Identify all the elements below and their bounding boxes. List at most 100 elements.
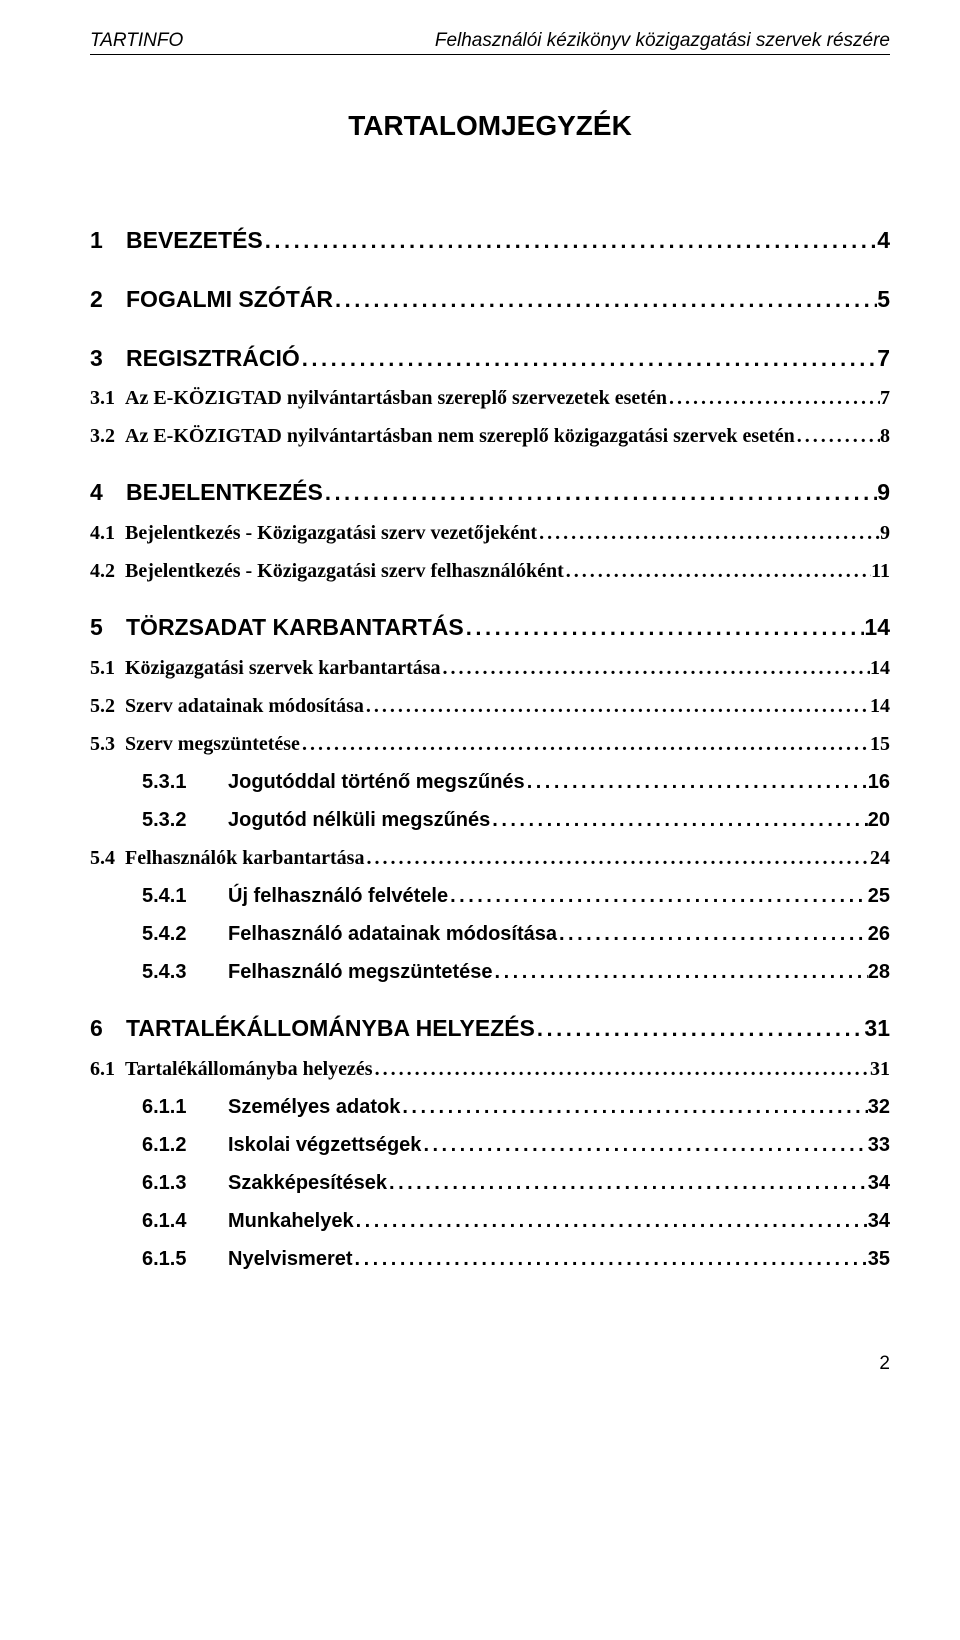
toc-entry-page: 8	[880, 420, 890, 452]
toc-entry-page: 33	[868, 1129, 890, 1161]
toc-entry-number: 4	[90, 474, 126, 511]
toc-entry-page: 11	[871, 555, 890, 587]
toc-entry: 6.1.5 Nyelvismeret......................…	[90, 1243, 890, 1275]
toc-entry: 5.4 Felhasználók karbantartása..........…	[90, 842, 890, 874]
toc-entry: 4.2 Bejelentkezés - Közigazgatási szerv …	[90, 555, 890, 587]
toc-entry-title: Szakképesítések	[228, 1167, 387, 1199]
toc-entry-page: 26	[868, 918, 890, 950]
toc-leader-dots: ........................................…	[490, 804, 867, 836]
toc-entry-title: Az E-KÖZIGTAD nyilvántartásban szereplő …	[125, 382, 667, 414]
table-of-contents: 1 BEVEZETÉS.............................…	[90, 222, 890, 1275]
header-right: Felhasználói kézikönyv közigazgatási sze…	[435, 30, 890, 52]
toc-entry-title: Az E-KÖZIGTAD nyilvántartásban nem szere…	[125, 420, 795, 452]
toc-entry-number: 5.4.2	[142, 918, 228, 950]
toc-entry-number: 5.3.1	[142, 766, 228, 798]
toc-entry-number: 2	[90, 281, 126, 318]
page-header: TARTINFO Felhasználói kézikönyv közigazg…	[90, 30, 890, 55]
toc-entry-number: 3.2	[90, 420, 125, 452]
toc-leader-dots: ........................................…	[493, 956, 868, 988]
toc-entry-title: Szerv adatainak módosítása	[125, 690, 364, 722]
toc-entry: 6.1.2 Iskolai végzettségek..............…	[90, 1129, 890, 1161]
toc-leader-dots: ........................................…	[421, 1129, 867, 1161]
toc-entry-number: 6.1	[90, 1053, 125, 1085]
toc-leader-dots: ........................................…	[353, 1243, 868, 1275]
toc-entry-number: 5.3	[90, 728, 125, 760]
toc-leader-dots: ........................................…	[441, 652, 870, 684]
header-left: TARTINFO	[90, 30, 183, 52]
toc-entry-number: 6.1.1	[142, 1091, 228, 1123]
toc-entry-page: 7	[880, 382, 890, 414]
toc-entry-page: 20	[868, 804, 890, 836]
toc-entry-page: 24	[870, 842, 890, 874]
toc-entry-number: 5.4.1	[142, 880, 228, 912]
toc-entry: 6.1 Tartalékállományba helyezés.........…	[90, 1053, 890, 1085]
toc-leader-dots: ........................................…	[400, 1091, 867, 1123]
toc-leader-dots: ........................................…	[525, 766, 868, 798]
toc-leader-dots: ........................................…	[387, 1167, 868, 1199]
toc-entry-number: 5	[90, 609, 126, 646]
toc-entry-title: TÖRZSADAT KARBANTARTÁS	[126, 609, 464, 646]
toc-entry-page: 9	[877, 474, 890, 511]
page-number: 2	[90, 1353, 890, 1375]
toc-entry-page: 32	[868, 1091, 890, 1123]
toc-entry-number: 6.1.5	[142, 1243, 228, 1275]
toc-entry: 5.3.1 Jogutóddal történő megszűnés......…	[90, 766, 890, 798]
toc-entry-title: Jogutóddal történő megszűnés	[228, 766, 525, 798]
toc-leader-dots: ........................................…	[795, 420, 880, 452]
toc-entry: 6.1.1 Személyes adatok..................…	[90, 1091, 890, 1123]
toc-entry-number: 1	[90, 222, 126, 259]
toc-entry: 2 FOGALMI SZÓTÁR........................…	[90, 281, 890, 318]
toc-entry-title: Tartalékállományba helyezés	[125, 1053, 373, 1085]
toc-entry-page: 7	[877, 340, 890, 377]
toc-entry-title: Jogutód nélküli megszűnés	[228, 804, 490, 836]
toc-leader-dots: ........................................…	[535, 1011, 865, 1046]
toc-entry-title: Közigazgatási szervek karbantartása	[125, 652, 441, 684]
toc-entry-page: 28	[868, 956, 890, 988]
toc-entry-number: 4.1	[90, 517, 125, 549]
toc-entry-title: Bejelentkezés - Közigazgatási szerv veze…	[125, 517, 537, 549]
toc-entry-number: 6.1.4	[142, 1205, 228, 1237]
toc-entry: 5.3.2 Jogutód nélküli megszűnés.........…	[90, 804, 890, 836]
toc-leader-dots: ........................................…	[300, 341, 877, 376]
toc-entry: 5.2 Szerv adatainak módosítása..........…	[90, 690, 890, 722]
toc-leader-dots: ........................................…	[263, 223, 877, 258]
toc-entry-page: 9	[880, 517, 890, 549]
toc-entry-page: 35	[868, 1243, 890, 1275]
toc-entry-title: Személyes adatok	[228, 1091, 400, 1123]
toc-leader-dots: ........................................…	[354, 1205, 868, 1237]
toc-leader-dots: ........................................…	[300, 728, 870, 760]
toc-entry-title: Munkahelyek	[228, 1205, 354, 1237]
toc-entry-number: 5.3.2	[142, 804, 228, 836]
toc-entry-page: 4	[877, 222, 890, 259]
toc-entry-number: 3.1	[90, 382, 125, 414]
toc-entry-number: 5.4.3	[142, 956, 228, 988]
toc-leader-dots: ........................................…	[333, 282, 877, 317]
toc-entry-number: 6	[90, 1010, 126, 1047]
toc-leader-dots: ........................................…	[364, 842, 870, 874]
toc-entry-title: Felhasználó megszüntetése	[228, 956, 493, 988]
toc-entry: 5.3 Szerv megszüntetése.................…	[90, 728, 890, 760]
toc-leader-dots: ........................................…	[557, 918, 868, 950]
toc-entry-number: 5.2	[90, 690, 125, 722]
toc-entry-title: Bejelentkezés - Közigazgatási szerv felh…	[125, 555, 564, 587]
toc-leader-dots: ........................................…	[564, 555, 871, 587]
toc-entry-number: 6.1.3	[142, 1167, 228, 1199]
toc-entry-number: 6.1.2	[142, 1129, 228, 1161]
toc-entry: 5.4.3 Felhasználó megszüntetése.........…	[90, 956, 890, 988]
toc-entry-title: Felhasználó adatainak módosítása	[228, 918, 557, 950]
toc-entry-number: 4.2	[90, 555, 125, 587]
toc-entry-title: TARTALÉKÁLLOMÁNYBA HELYEZÉS	[126, 1010, 535, 1047]
toc-entry: 5.1 Közigazgatási szervek karbantartása.…	[90, 652, 890, 684]
toc-entry: 5 TÖRZSADAT KARBANTARTÁS................…	[90, 609, 890, 646]
toc-leader-dots: ........................................…	[323, 475, 877, 510]
toc-entry: 1 BEVEZETÉS.............................…	[90, 222, 890, 259]
toc-entry: 5.4.2 Felhasználó adatainak módosítása..…	[90, 918, 890, 950]
toc-entry-number: 5.4	[90, 842, 125, 874]
toc-leader-dots: ........................................…	[364, 690, 870, 722]
toc-entry-page: 5	[877, 281, 890, 318]
toc-entry-page: 14	[870, 652, 890, 684]
toc-entry-page: 31	[870, 1053, 890, 1085]
toc-entry: 5.4.1 Új felhasználó felvétele..........…	[90, 880, 890, 912]
toc-entry-page: 16	[868, 766, 890, 798]
toc-entry: 6.1.4 Munkahelyek.......................…	[90, 1205, 890, 1237]
